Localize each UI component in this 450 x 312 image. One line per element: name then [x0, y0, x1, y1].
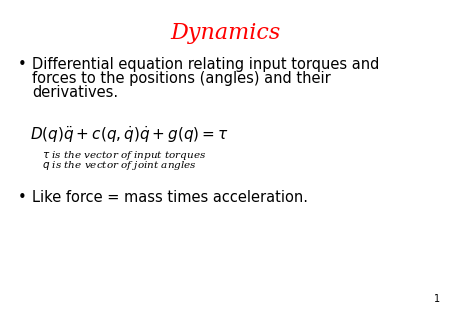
Text: $q$ is the vector of joint angles: $q$ is the vector of joint angles [42, 159, 197, 172]
Text: derivatives.: derivatives. [32, 85, 118, 100]
Text: •: • [18, 190, 27, 205]
Text: 1: 1 [434, 294, 440, 304]
Text: forces to the positions (angles) and their: forces to the positions (angles) and the… [32, 71, 331, 86]
Text: $D(q)\ddot{q}+c(q,\dot{q})\dot{q}+g(q)=\tau$: $D(q)\ddot{q}+c(q,\dot{q})\dot{q}+g(q)=\… [30, 124, 229, 145]
Text: Like force = mass times acceleration.: Like force = mass times acceleration. [32, 190, 308, 205]
Text: $\tau$ is the vector of input torques: $\tau$ is the vector of input torques [42, 149, 206, 162]
Text: Dynamics: Dynamics [170, 22, 280, 44]
Text: •: • [18, 57, 27, 72]
Text: Differential equation relating input torques and: Differential equation relating input tor… [32, 57, 379, 72]
